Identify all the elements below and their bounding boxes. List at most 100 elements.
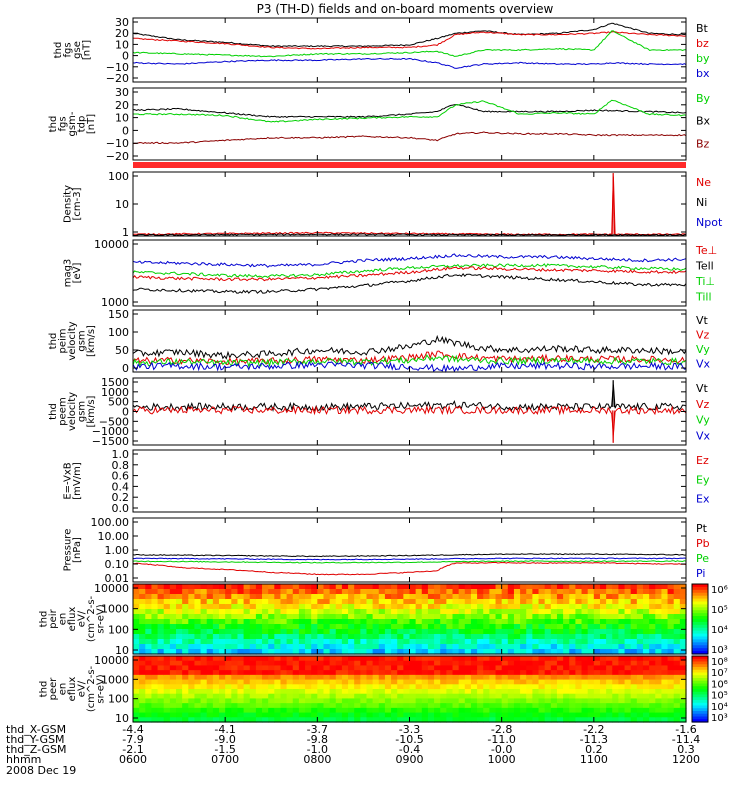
heatmap-cell <box>194 639 201 645</box>
heatmap-cell <box>416 584 423 590</box>
heatmap-cell <box>391 713 398 718</box>
heatmap-cell <box>385 703 392 708</box>
heatmap-cell <box>459 629 466 635</box>
heatmap-cell <box>532 604 539 610</box>
heatmap-cell <box>182 644 189 650</box>
heatmap-cell <box>539 656 546 661</box>
heatmap-cell <box>354 599 361 605</box>
heatmap-cell <box>403 614 410 620</box>
heatmap-cell <box>231 694 238 699</box>
heatmap-cell <box>532 713 539 718</box>
heatmap-cell <box>453 634 460 640</box>
heatmap-cell <box>453 703 460 708</box>
heatmap-cell <box>661 619 668 625</box>
heatmap-cell <box>397 708 404 713</box>
heatmap-cell <box>422 644 429 650</box>
heatmap-cell <box>133 634 140 640</box>
heatmap-cell <box>274 680 281 685</box>
heatmap-cell <box>330 609 337 615</box>
heatmap-cell <box>397 713 404 718</box>
heatmap-cell <box>508 639 515 645</box>
heatmap-cell <box>323 639 330 645</box>
heatmap-cell <box>588 689 595 694</box>
heatmap-cell <box>410 698 417 703</box>
heatmap-cell <box>453 604 460 610</box>
heatmap-cell <box>373 670 380 675</box>
heatmap-cell <box>201 624 208 630</box>
heatmap-cell <box>391 634 398 640</box>
heatmap-cell <box>655 614 662 620</box>
heatmap-cell <box>391 594 398 600</box>
heatmap-cell <box>274 656 281 661</box>
heatmap-cell <box>477 619 484 625</box>
heatmap-cell <box>489 599 496 605</box>
heatmap-cell <box>293 694 300 699</box>
legend-entry: Pt <box>696 522 708 535</box>
heatmap-cell <box>348 680 355 685</box>
heatmap-cell <box>274 694 281 699</box>
heatmap-cell <box>618 634 625 640</box>
heatmap-cell <box>440 694 447 699</box>
heatmap-cell <box>403 604 410 610</box>
heatmap-cell <box>336 680 343 685</box>
heatmap-cell <box>176 675 183 680</box>
heatmap-cell <box>594 670 601 675</box>
heatmap-cell <box>428 589 435 595</box>
heatmap-cell <box>219 639 226 645</box>
series-line <box>133 554 686 557</box>
heatmap-cell <box>459 689 466 694</box>
heatmap-cell <box>668 644 675 650</box>
heatmap-cell <box>299 639 306 645</box>
heatmap-cell <box>207 703 214 708</box>
heatmap-cell <box>262 656 269 661</box>
heatmap-cell <box>287 689 294 694</box>
heatmap-cell <box>434 624 441 630</box>
heatmap-cell <box>323 619 330 625</box>
heatmap-cell <box>446 614 453 620</box>
footer: thd_X-GSM-4.4-4.1-3.7-3.3-2.8-2.2-1.6thd… <box>6 723 700 777</box>
heatmap-cell <box>342 634 349 640</box>
heatmap-cell <box>194 684 201 689</box>
heatmap-cell <box>244 599 251 605</box>
heatmap-cell <box>563 703 570 708</box>
heatmap-cell <box>606 708 613 713</box>
heatmap-cell <box>477 661 484 666</box>
heatmap-cell <box>428 675 435 680</box>
heatmap-cell <box>145 703 152 708</box>
heatmap-cell <box>440 708 447 713</box>
heatmap-cell <box>133 589 140 595</box>
heatmap-cell <box>532 675 539 680</box>
heatmap-cell <box>477 694 484 699</box>
heatmap-cell <box>305 619 312 625</box>
series-peem_velocity-Vz <box>133 407 686 443</box>
heatmap-cell <box>299 689 306 694</box>
heatmap-cell <box>606 694 613 699</box>
heatmap-cell <box>176 624 183 630</box>
heatmap-cell <box>256 661 263 666</box>
heatmap-cell <box>440 656 447 661</box>
heatmap-cell <box>502 624 509 630</box>
heatmap-cell <box>170 680 177 685</box>
heatmap-cell <box>674 584 681 590</box>
heatmap-cell <box>453 708 460 713</box>
heatmap-cell <box>569 684 576 689</box>
heatmap-cell <box>244 629 251 635</box>
heatmap-cell <box>446 634 453 640</box>
heatmap-cell <box>606 703 613 708</box>
heatmap-cell <box>170 644 177 650</box>
heatmap-cell <box>182 619 189 625</box>
heatmap-cell <box>194 619 201 625</box>
heatmap-cell <box>551 629 558 635</box>
heatmap-cell <box>397 634 404 640</box>
heatmap-cell <box>268 689 275 694</box>
heatmap-cell <box>145 661 152 666</box>
heatmap-cell <box>526 694 533 699</box>
heatmap-cell <box>582 689 589 694</box>
heatmap-cell <box>139 670 146 675</box>
heatmap-cell <box>526 644 533 650</box>
heatmap-cell <box>158 634 165 640</box>
heatmap-cell <box>588 644 595 650</box>
heatmap-cell <box>594 619 601 625</box>
